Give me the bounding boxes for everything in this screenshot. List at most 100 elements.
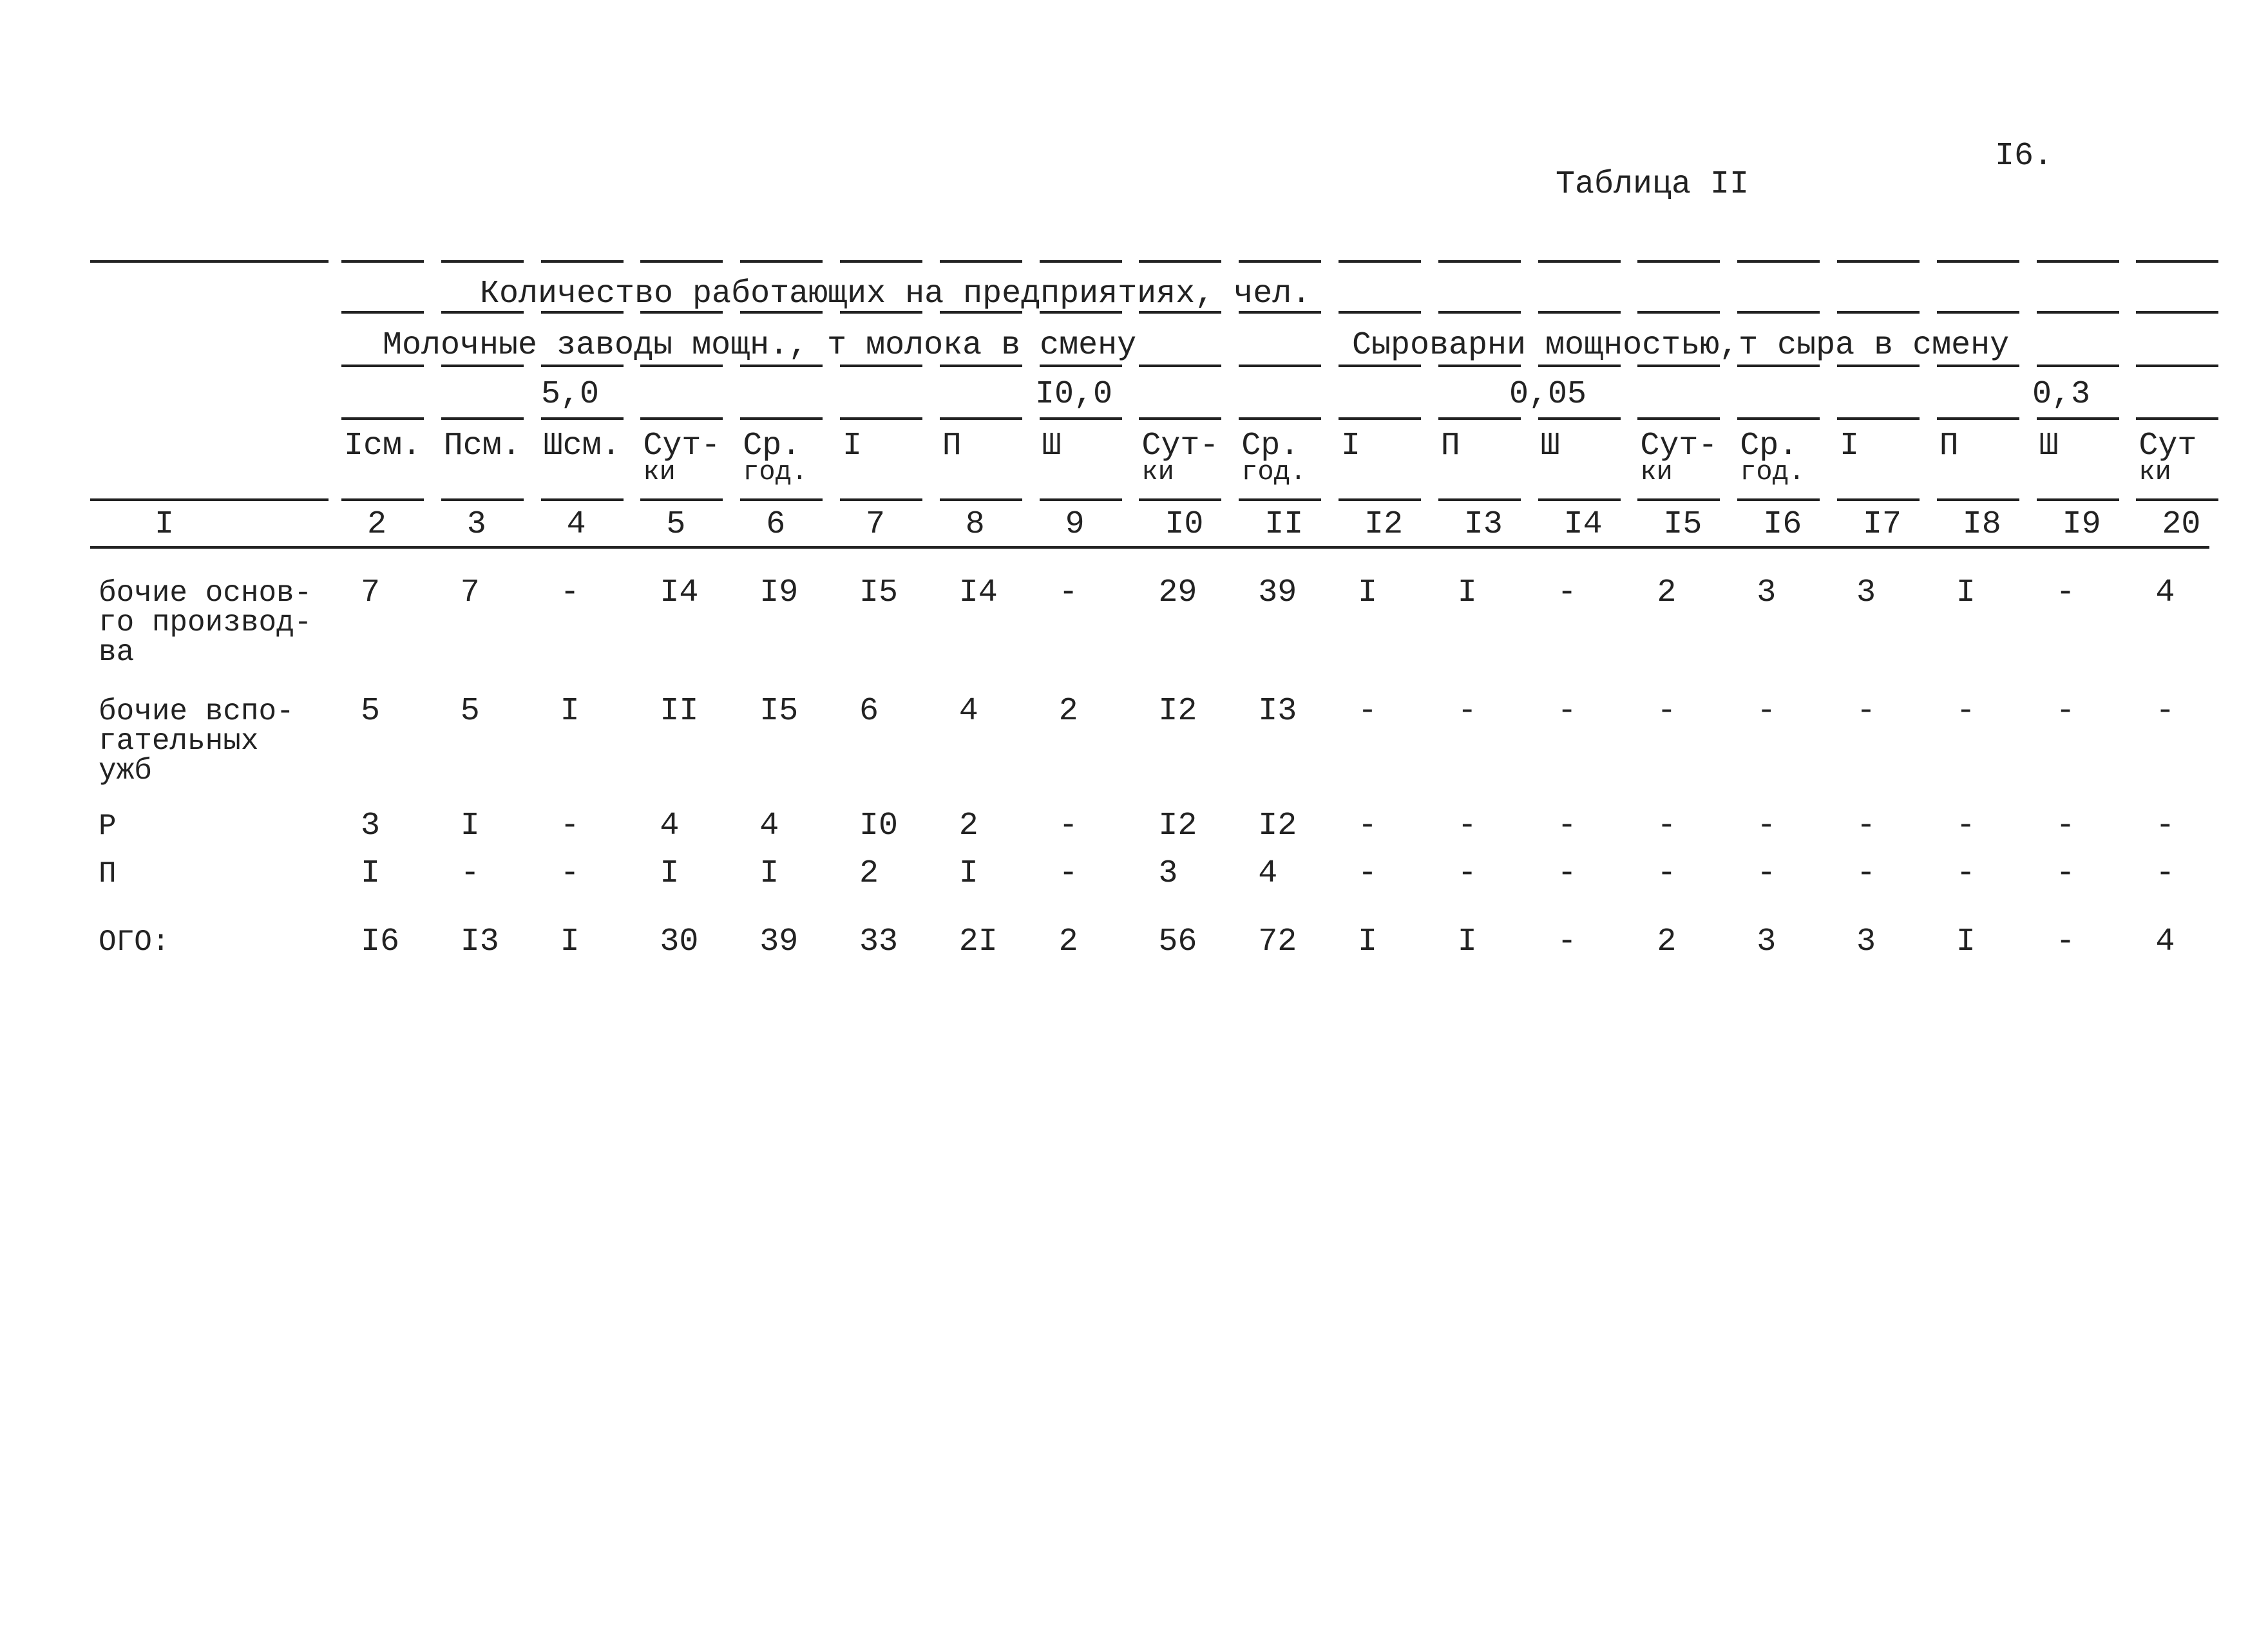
column-header: Ш: [1042, 428, 1062, 464]
cell: 2: [1058, 923, 1078, 960]
rule: [740, 498, 823, 501]
rule: [1837, 365, 1920, 367]
page-number: I6.: [1995, 138, 2054, 175]
rule: [1737, 311, 1820, 314]
rule: [90, 260, 329, 263]
rule: [540, 417, 624, 420]
column-header: год.: [1241, 457, 1307, 488]
rule: [1737, 260, 1820, 263]
row-label: бочие основ-: [99, 576, 312, 610]
rule: [2036, 365, 2119, 367]
cell: I3: [460, 923, 499, 960]
column-header: Ш: [2039, 428, 2059, 464]
cell: 2: [1657, 923, 1677, 960]
column-header: Iсм.: [344, 428, 422, 464]
rule: [740, 417, 823, 420]
rule: [540, 498, 624, 501]
column-number: I9: [2062, 506, 2101, 543]
column-number: 7: [866, 506, 886, 543]
cell: -: [1058, 855, 1078, 892]
column-header: ки: [2139, 457, 2171, 488]
cell: 33: [859, 923, 899, 960]
cell: I: [958, 855, 978, 892]
cell: -: [1557, 693, 1577, 730]
rule: [1339, 365, 1421, 367]
cell: -: [1956, 693, 1976, 730]
rule: [740, 260, 823, 263]
rule: [640, 417, 723, 420]
column-number: 4: [566, 506, 586, 543]
rule: [2036, 260, 2119, 263]
cell: 3: [1856, 574, 1876, 611]
rule: [939, 365, 1022, 367]
rule: [540, 260, 624, 263]
rule: [1438, 417, 1521, 420]
cell: -: [1557, 574, 1577, 611]
column-number: 9: [1065, 506, 1085, 543]
cell: I: [1956, 574, 1976, 611]
cell: 39: [759, 923, 799, 960]
cell: I: [759, 855, 779, 892]
rule: [341, 365, 424, 367]
capacity: I0,0: [1035, 376, 1113, 413]
cell: 56: [1158, 923, 1197, 960]
cell: 5: [361, 693, 381, 730]
cell: -: [1856, 693, 1876, 730]
rule: [640, 311, 723, 314]
rule: [1139, 498, 1222, 501]
column-number: I7: [1863, 506, 1902, 543]
capacity: 0,3: [2032, 376, 2091, 413]
column-number: 8: [965, 506, 985, 543]
cell: I4: [660, 574, 699, 611]
cell: 4: [660, 808, 680, 844]
cell: 30: [660, 923, 699, 960]
cell: -: [560, 574, 580, 611]
rule: [441, 311, 524, 314]
rule: [1737, 365, 1820, 367]
cell: I: [1457, 923, 1477, 960]
cell: I2: [1258, 808, 1297, 844]
cell: I6: [361, 923, 400, 960]
rule: [90, 546, 2209, 549]
cell: I2: [1158, 693, 1197, 730]
rule: [840, 417, 922, 420]
row-label: ужб: [99, 754, 152, 788]
cell: I3: [1258, 693, 1297, 730]
rule: [441, 417, 524, 420]
rule: [1936, 365, 2019, 367]
cell: -: [1856, 808, 1876, 844]
column-header: Сут: [2139, 428, 2197, 464]
rule: [939, 260, 1022, 263]
rule: [1737, 417, 1820, 420]
rule: [840, 311, 922, 314]
rule: [939, 311, 1022, 314]
cell: 4: [2155, 574, 2175, 611]
cell: -: [2055, 808, 2075, 844]
column-number: I0: [1165, 506, 1204, 543]
row-label: ва: [99, 636, 135, 669]
rule: [1538, 311, 1621, 314]
cell: I: [1358, 923, 1378, 960]
rule: [540, 365, 624, 367]
column-header: Ср.: [743, 428, 801, 464]
column-number: II: [1264, 506, 1304, 543]
cell: -: [560, 808, 580, 844]
cell: 2I: [958, 923, 998, 960]
rule: [740, 311, 823, 314]
cell: -: [1358, 855, 1378, 892]
rule: [1139, 365, 1222, 367]
cell: 3: [361, 808, 381, 844]
column-header: Сут-: [643, 428, 721, 464]
cell: -: [1956, 855, 1976, 892]
rule: [740, 365, 823, 367]
rule: [1339, 498, 1421, 501]
cell: 7: [361, 574, 381, 611]
rule: [1339, 417, 1421, 420]
cell: -: [2055, 923, 2075, 960]
rule: [1936, 498, 2019, 501]
cell: 3: [1158, 855, 1178, 892]
cell: -: [1557, 855, 1577, 892]
rule: [1039, 311, 1122, 314]
cell: -: [1457, 855, 1477, 892]
rule: [1936, 260, 2019, 263]
